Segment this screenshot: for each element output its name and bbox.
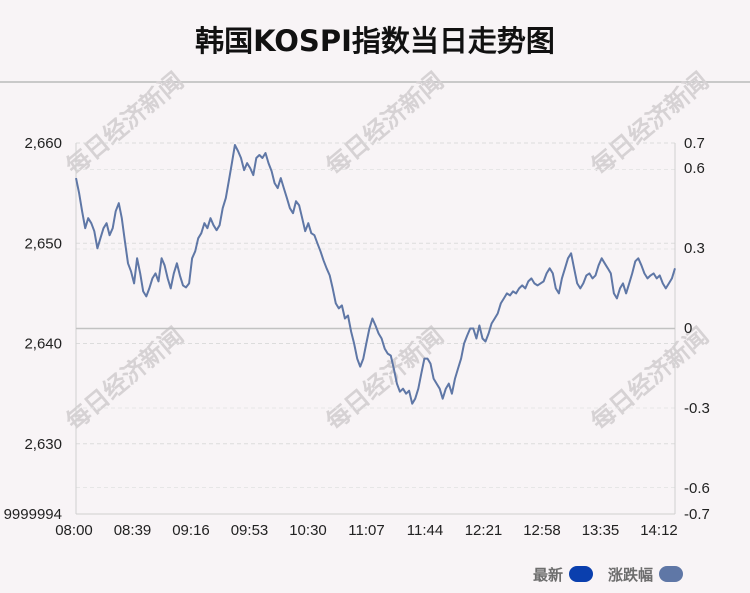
y-right-tick-label: -0.6 (684, 480, 710, 497)
x-tick-label: 13:35 (582, 522, 620, 539)
x-tick-label: 08:00 (55, 522, 93, 539)
title-divider (0, 81, 750, 83)
watermark-1: 每日经济新闻 (320, 66, 449, 181)
legend-change[interactable]: 涨跌幅 (608, 563, 684, 585)
legend-change-swatch (659, 566, 684, 582)
x-tick-label: 12:21 (465, 522, 503, 539)
y-left-tick-label: 2,630 (24, 436, 62, 453)
x-tick-label: 11:07 (348, 522, 384, 539)
y-right-tick-label: 0 (684, 320, 692, 337)
x-tick-label: 09:16 (172, 522, 210, 539)
x-tick-label: 10:30 (289, 522, 327, 539)
y-right-tick-label: 0.7 (684, 135, 705, 152)
watermark-0: 每日经济新闻 (60, 66, 189, 181)
y-left-tick-label: 9999994 (4, 506, 62, 523)
y-right-tick-label: -0.3 (684, 400, 710, 417)
legend-latest[interactable]: 最新 (533, 563, 594, 585)
y-left-tick-label: 2,650 (24, 235, 62, 252)
y-left-tick-label: 2,660 (24, 135, 62, 152)
y-right-tick-label: 0.3 (684, 240, 705, 257)
y-right-tick-label: -0.7 (684, 506, 710, 523)
legend-latest-swatch (569, 566, 594, 582)
watermark-5: 每日经济新闻 (585, 321, 714, 436)
series-line-latest (75, 144, 676, 405)
legend-change-label: 涨跌幅 (608, 565, 654, 584)
y-right-tick-label: 0.6 (684, 160, 705, 177)
x-tick-label: 11:44 (407, 522, 443, 539)
y-left-tick-label: 2,640 (24, 336, 62, 353)
watermark-4: 每日经济新闻 (320, 321, 449, 436)
x-tick-label: 08:39 (114, 522, 152, 539)
legend-latest-label: 最新 (533, 565, 564, 584)
x-tick-label: 12:58 (523, 522, 561, 539)
x-tick-label: 09:53 (231, 522, 269, 539)
x-tick-label: 14:12 (640, 522, 678, 539)
chart-title: 韩国KOSPI指数当日走势图 (195, 24, 555, 58)
watermark-3: 每日经济新闻 (60, 321, 189, 436)
